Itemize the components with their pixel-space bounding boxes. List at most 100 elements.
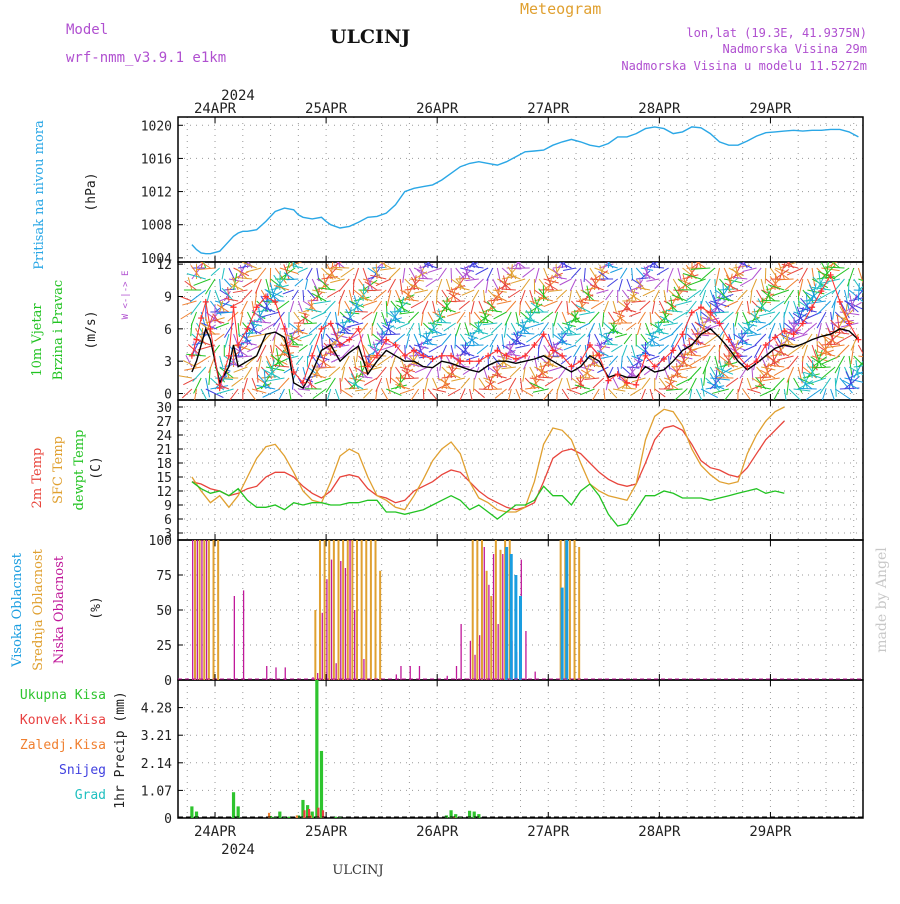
wind-arrow xyxy=(413,378,424,387)
wind-arrow xyxy=(424,290,433,301)
wind-arrow xyxy=(770,301,784,311)
wind-arrow xyxy=(663,323,678,326)
wind-arrow xyxy=(675,389,687,400)
wind-arrow xyxy=(847,268,853,286)
cloud-high-label: Visoka Oblacnost xyxy=(10,552,25,668)
wind-arrow xyxy=(769,312,780,325)
precip-snow-label: Snijeg xyxy=(59,763,106,778)
wind-arrow xyxy=(456,323,461,336)
wind-arrow xyxy=(404,299,419,301)
cloud-bar xyxy=(266,666,267,680)
wind-arrow xyxy=(386,389,401,395)
wind-arrow xyxy=(619,279,623,291)
temp-2m-line xyxy=(192,421,784,510)
cloud-bar xyxy=(337,540,339,680)
wind-arrow xyxy=(433,389,446,392)
wind-arrow xyxy=(233,290,248,293)
wind-arrow xyxy=(511,334,526,336)
wind-arrow xyxy=(668,268,674,282)
wind-arrow xyxy=(179,376,192,378)
wind-arrow xyxy=(461,378,470,388)
cloud-bar xyxy=(349,540,350,680)
wind-arrow xyxy=(354,356,357,372)
cloud-bar xyxy=(354,610,355,680)
wind-arrow xyxy=(363,301,377,306)
wind-arrow xyxy=(535,268,539,283)
wind-gust-marker xyxy=(189,353,195,359)
cloud-bar xyxy=(505,547,508,680)
cloud-bar xyxy=(347,540,349,680)
wind-arrow xyxy=(686,290,701,301)
wind-arrow xyxy=(506,301,515,312)
wind-arrow xyxy=(671,323,682,335)
wind-arrow xyxy=(329,367,340,377)
wind-arrow xyxy=(510,367,520,377)
wind-arrow xyxy=(437,322,451,323)
wind-arrow xyxy=(837,334,854,343)
wind-arrow xyxy=(529,323,544,328)
wind-arrow xyxy=(844,378,863,382)
wind-arrow xyxy=(610,329,622,334)
x-tick-label-top: 27APR xyxy=(527,101,570,117)
wind-arrow xyxy=(295,279,303,286)
wind-arrow xyxy=(726,378,738,387)
wind-arrow xyxy=(757,323,771,331)
wind-arrow xyxy=(489,345,492,359)
wind-arrow xyxy=(525,387,540,389)
pressure-line xyxy=(192,127,859,254)
x-tick-label-top: 28APR xyxy=(638,101,681,117)
wind-arrow xyxy=(289,389,292,404)
wind-arrow xyxy=(671,334,678,347)
cloud-bar xyxy=(400,666,401,680)
wind-arrow xyxy=(519,333,534,334)
wind-arrow xyxy=(266,378,284,381)
wind-arrow xyxy=(688,367,701,381)
wind-arrow xyxy=(244,367,252,380)
cloud-bar xyxy=(488,585,489,680)
wind-arrow xyxy=(442,334,451,345)
cloud-bar xyxy=(519,596,522,680)
wind-arrow xyxy=(675,301,692,305)
y-tick-label: 1016 xyxy=(141,152,172,167)
wind-gust-marker xyxy=(605,378,611,384)
wind-arrow xyxy=(376,279,391,286)
wind-arrow xyxy=(305,279,307,290)
wind-arrow xyxy=(763,378,780,381)
wind-arrow xyxy=(380,253,387,268)
cloud-bar xyxy=(565,540,568,680)
wind-arrow xyxy=(306,268,312,280)
wind-arrow xyxy=(835,356,845,373)
wind-arrow xyxy=(232,277,238,290)
wind-arrow xyxy=(733,323,734,340)
wind-arrow xyxy=(627,279,631,291)
precip-bar xyxy=(317,808,319,818)
wind-arrow xyxy=(283,290,294,294)
wind-arrow xyxy=(487,268,493,281)
wind-arrow xyxy=(181,312,192,319)
wind-arrow xyxy=(660,334,673,340)
precip-bar xyxy=(315,680,318,818)
wind-arrow xyxy=(591,301,604,309)
model-name: wrf-nmm_v3.9.1 e1km xyxy=(66,50,226,66)
wind-arrow xyxy=(525,301,533,313)
wind-arrow xyxy=(276,301,289,310)
wind-arrow xyxy=(360,323,368,333)
wind-arrow xyxy=(588,323,595,337)
cloud-bar xyxy=(493,554,494,680)
wind-arrow xyxy=(788,356,799,369)
wind-gust-marker xyxy=(679,331,685,337)
wind-arrow xyxy=(400,389,414,394)
wind-arrow xyxy=(623,345,627,357)
wind-arrow xyxy=(710,301,729,307)
wind-arrow xyxy=(222,268,224,279)
y-tick-label: 1008 xyxy=(141,219,172,234)
y-tick-label: 50 xyxy=(156,604,172,619)
wind-arrow xyxy=(498,378,512,384)
wind-arrow xyxy=(505,312,511,325)
wind-arrow xyxy=(330,279,344,283)
wind-arrow xyxy=(613,389,625,391)
cloud-bar xyxy=(365,540,367,680)
wind-arrow xyxy=(696,252,701,268)
wind-arrow xyxy=(493,290,507,292)
wind-arrow xyxy=(425,378,428,392)
